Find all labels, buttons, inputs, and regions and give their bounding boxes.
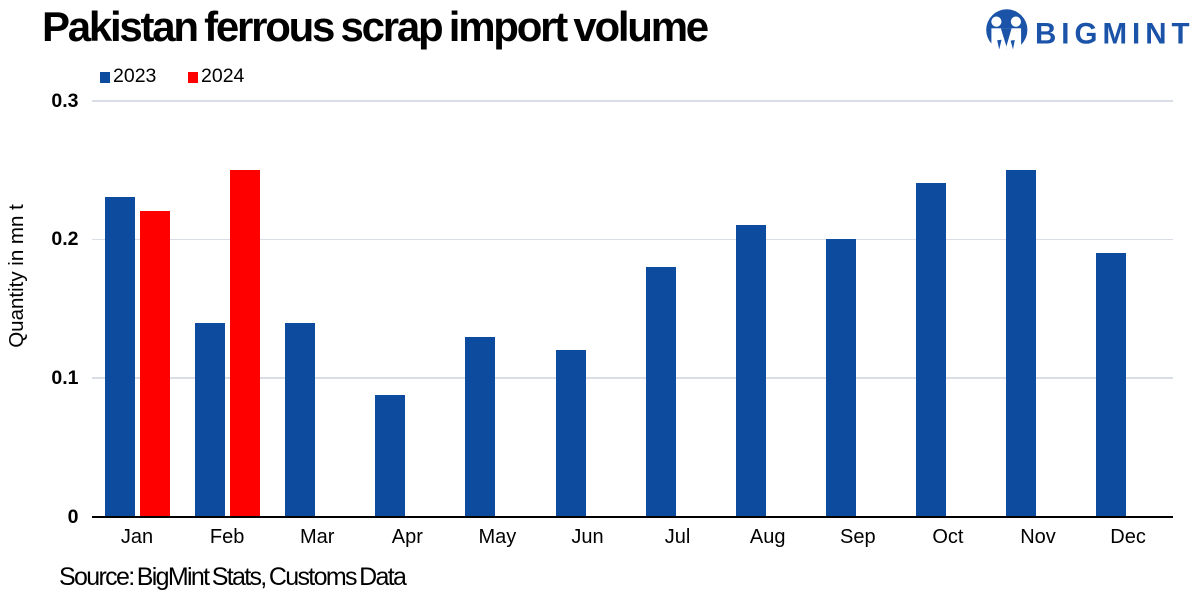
svg-text:BIGMINT: BIGMINT	[1035, 18, 1195, 51]
